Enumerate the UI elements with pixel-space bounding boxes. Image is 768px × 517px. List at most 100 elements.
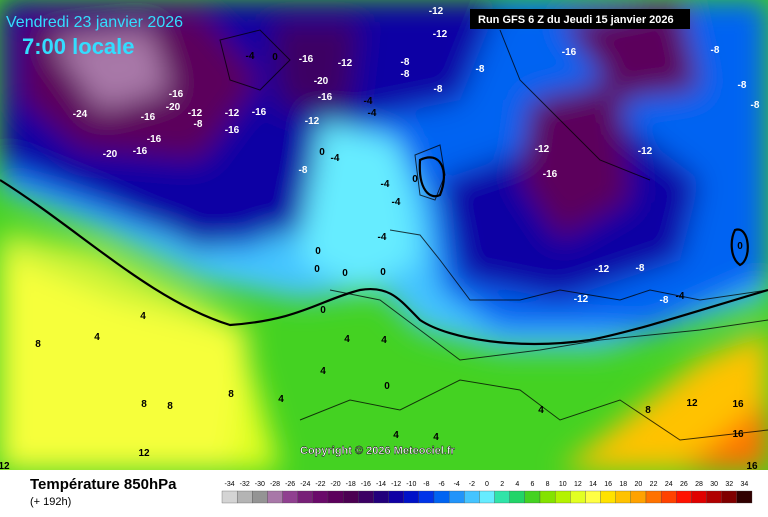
contour-label: -8 — [751, 100, 760, 111]
scale-swatch — [464, 490, 480, 504]
contour-label: -16 — [252, 107, 267, 118]
zero-isotherm — [0, 156, 768, 346]
contour-label: -12 — [574, 294, 589, 305]
scale-label: 10 — [559, 481, 567, 488]
scale-swatch — [660, 490, 677, 504]
contour-label: -16 — [147, 134, 162, 145]
scale-swatch — [312, 490, 329, 504]
forecast-date: Vendredi 23 janvier 2026 — [6, 14, 183, 31]
scale-label: -8 — [423, 481, 429, 488]
contour-label: 4 — [538, 405, 544, 416]
contour-label: 4 — [140, 311, 146, 322]
scale-swatch — [342, 490, 359, 504]
contour-label: 8 — [167, 401, 173, 412]
contour-label: 8 — [35, 339, 41, 350]
contour-label: -16 — [318, 92, 333, 103]
contour-label: -12 — [535, 144, 550, 155]
scale-label: -24 — [300, 481, 310, 488]
scale-label: -20 — [331, 481, 341, 488]
scale-swatch — [585, 490, 601, 504]
scale-label: 16 — [604, 481, 612, 488]
scale-swatch — [676, 490, 692, 504]
scale-swatch — [448, 490, 465, 504]
contour-label: -4 — [364, 96, 373, 107]
contour-label: -8 — [434, 84, 443, 95]
scale-label: -10 — [406, 481, 416, 488]
contour-label: -8 — [636, 263, 645, 274]
contour-label: -4 — [368, 108, 377, 119]
contour-label: 4 — [94, 332, 100, 343]
contour-label: 0 — [320, 305, 326, 316]
run-box — [470, 9, 690, 29]
contour-label: -16 — [133, 146, 148, 157]
contour-label: -16 — [562, 47, 577, 58]
lead-time: (+ 192h) — [30, 496, 71, 508]
scale-label: 18 — [619, 481, 627, 488]
contour-label: 0 — [384, 381, 390, 392]
scale-label: 34 — [741, 481, 749, 488]
scale-label: 4 — [515, 481, 519, 488]
contour-label: -4 — [381, 179, 390, 190]
contour-label: -12 — [429, 6, 444, 17]
scale-swatch — [418, 490, 435, 504]
contour-label: -8 — [711, 45, 720, 56]
scale-swatch — [554, 490, 571, 504]
scale-label: 8 — [546, 481, 550, 488]
scale-swatch — [403, 490, 420, 504]
contour-label: -12 — [433, 29, 448, 40]
contour-label: -20 — [314, 76, 329, 87]
contour-label: -20 — [166, 102, 181, 113]
scale-swatch — [358, 490, 374, 504]
contour-label: -4 — [331, 153, 340, 164]
contour-label: -12 — [638, 146, 653, 157]
scale-label: 0 — [485, 481, 489, 488]
scale-swatch — [297, 490, 314, 504]
contour-label: 0 — [380, 267, 386, 278]
contour-label: -12 — [225, 108, 240, 119]
contour-label: -12 — [188, 108, 203, 119]
scale-label: -28 — [270, 481, 280, 488]
color-scale: -34 -32 -30 -28 -26 -24 -22 -20 -18 -16 -14 -12 -10-… — [221, 481, 753, 504]
scale-label: 22 — [650, 481, 658, 488]
contour-label: -4 — [676, 291, 685, 302]
scale-swatch — [736, 490, 753, 504]
scale-swatch — [539, 490, 556, 504]
scale-swatch — [433, 490, 450, 504]
contour-label: 4 — [344, 334, 350, 345]
scale-label: -2 — [469, 481, 475, 488]
coastlines — [219, 29, 768, 441]
scale-label: 2 — [500, 481, 504, 488]
scale-label: 32 — [725, 481, 733, 488]
legend-title: Température 850hPa — [30, 476, 177, 493]
contour-label: -16 — [225, 125, 240, 136]
scale-swatch — [327, 490, 344, 504]
scale-label: 24 — [665, 481, 673, 488]
contour-label: 8 — [141, 399, 147, 410]
contour-label: 4 — [320, 366, 326, 377]
scale-label: -14 — [376, 481, 386, 488]
contour-label: 12 — [0, 461, 10, 472]
scale-swatch — [524, 490, 541, 504]
contour-label: 0 — [342, 268, 348, 279]
contour-label: 16 — [746, 461, 758, 472]
contour-label: -8 — [299, 165, 308, 176]
contour-label: -4 — [246, 51, 255, 62]
contour-label: -16 — [141, 112, 156, 123]
scale-label: -34 — [225, 481, 235, 488]
scale-swatch — [721, 490, 738, 504]
scale-swatch — [706, 490, 722, 504]
contour-label: 16 — [732, 399, 744, 410]
contour-label: -8 — [738, 80, 747, 91]
contour-label: 4 — [381, 335, 387, 346]
temperature-field — [0, 0, 768, 470]
contour-label: 16 — [732, 429, 744, 440]
scale-label: 20 — [635, 481, 643, 488]
contour-label: 0 — [315, 246, 321, 257]
scale-swatch — [282, 490, 298, 504]
scale-label: -12 — [391, 481, 401, 488]
scale-swatch — [570, 490, 586, 504]
scale-label: 26 — [680, 481, 688, 488]
contour-labels: -24-20 -16-16-16-16-20-12-8-12-16-16-4 0 -1… — [0, 6, 760, 472]
scale-swatch — [252, 490, 268, 504]
contour-label: 12 — [686, 398, 698, 409]
